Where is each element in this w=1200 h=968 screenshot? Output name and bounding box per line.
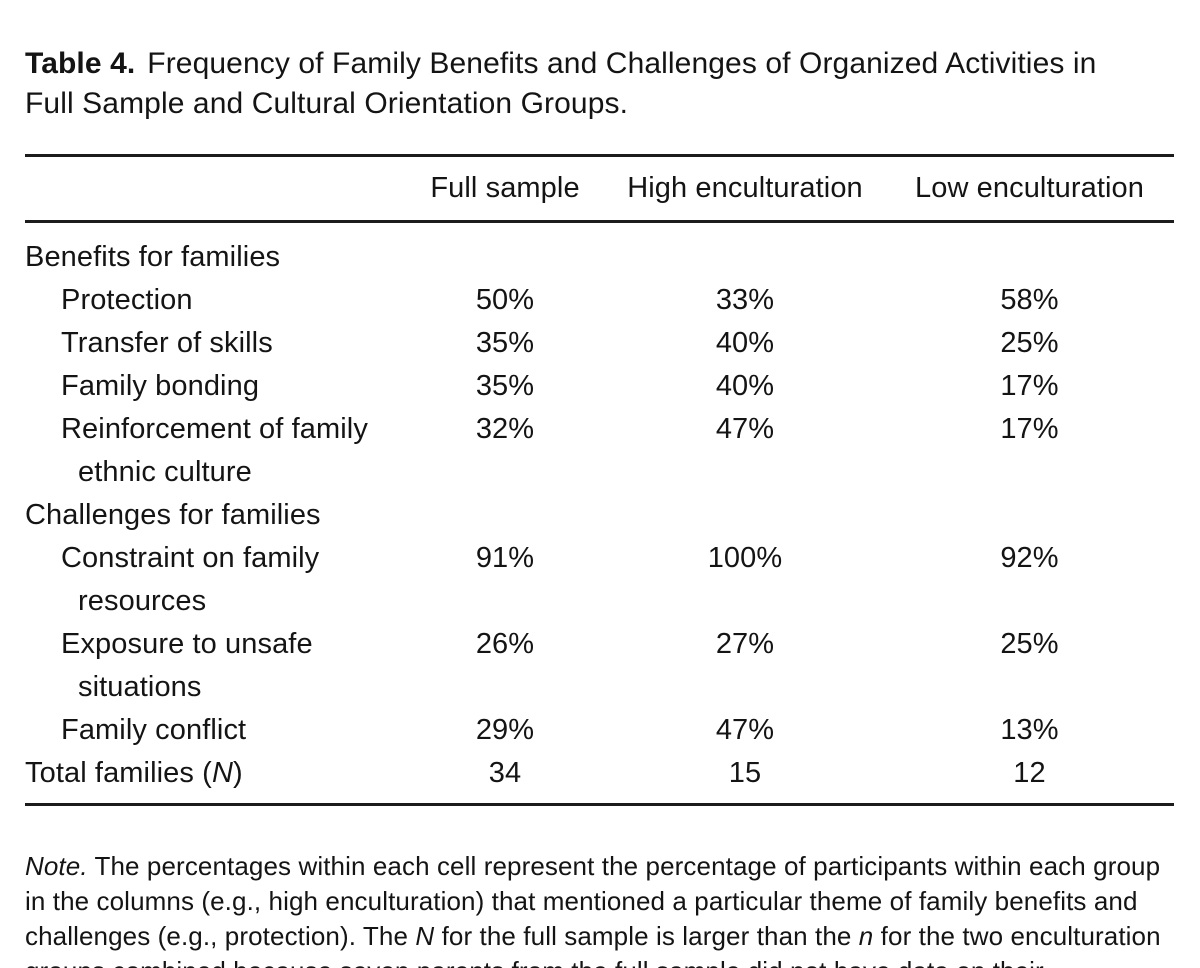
cell-value: 15 [728, 757, 762, 789]
row-label: Total families (N) [25, 752, 405, 795]
table-top-rule [25, 154, 1174, 157]
note-segment: The percentages within each cell represe… [25, 851, 1161, 951]
note-lead: Note. [25, 851, 88, 881]
cell-value: 32% [475, 413, 535, 445]
row-label: Benefits for families [25, 241, 281, 273]
table-header-rule [25, 220, 1174, 223]
total-label-n: N [211, 757, 233, 789]
cell-value: 58% [1000, 284, 1059, 316]
cell-value: 50% [475, 284, 535, 316]
cell-value: 47% [715, 413, 775, 445]
note-segment: for the full sample is larger than the [434, 921, 859, 951]
table-note: Note. The percentages within each cell r… [25, 832, 1173, 968]
column-header-full-sample: Full sample [430, 172, 580, 204]
column-header-low-enculturation: Low enculturation [914, 172, 1144, 204]
table-row-protection: Protection 50% 33% 58% [25, 279, 1174, 322]
cell-value: 34 [488, 757, 522, 789]
cell-value: 26% [475, 628, 535, 660]
cell-value: 13% [1000, 714, 1059, 746]
cell-value: 33% [715, 284, 775, 316]
cell-value: 17% [1000, 370, 1059, 402]
total-label-prefix: Total families ( [25, 757, 212, 789]
total-label-suffix: ) [232, 757, 243, 789]
table-header: Full sample High enculturation Low encul… [25, 157, 1174, 220]
table-caption: Table 4. Frequency of Family Benefits and… [25, 44, 1174, 124]
table-number: Table 4. [25, 47, 136, 80]
table-body: Benefits for families Protection 50% 33%… [25, 223, 1174, 803]
cell-value: 40% [715, 327, 775, 359]
cell-value: 35% [475, 370, 535, 402]
table-caption-text: Frequency of Family Benefits and Challen… [25, 47, 1097, 120]
column-header-high-enculturation: High enculturation [627, 172, 863, 204]
note-n-lowercase: n [858, 921, 874, 951]
row-label: Constraint on family resources [61, 542, 320, 617]
row-label: Protection [61, 284, 193, 316]
cell-value: 35% [475, 327, 535, 359]
table-row-benefits-section: Benefits for families [25, 236, 1174, 279]
table-row-challenges-section: Challenges for families [25, 494, 1174, 537]
cell-value: 12 [1013, 757, 1046, 789]
row-label: Family conflict [61, 714, 247, 746]
cell-value: 40% [715, 370, 775, 402]
table-row-family-conflict: Family conflict 29% 47% 13% [25, 709, 1174, 752]
table-row-reinforcement-ethnic-culture: Reinforcement of family ethnic culture 3… [25, 408, 1174, 494]
table-row-transfer-of-skills: Transfer of skills 35% 40% 25% [25, 322, 1174, 365]
cell-value: 92% [1000, 542, 1059, 574]
cell-value: 29% [475, 714, 535, 746]
row-label: Challenges for families [25, 499, 321, 531]
row-label: Family bonding [61, 370, 260, 402]
cell-value: 47% [715, 714, 775, 746]
table-row-family-bonding: Family bonding 35% 40% 17% [25, 365, 1174, 408]
note-n-capital: N [415, 921, 435, 951]
table-row-exposure-unsafe: Exposure to unsafe situations 26% 27% 25… [25, 623, 1174, 709]
cell-value: 100% [707, 542, 783, 574]
cell-value: 17% [1000, 413, 1059, 445]
row-label: Exposure to unsafe situations [61, 628, 313, 703]
cell-value: 25% [1000, 628, 1059, 660]
table-bottom-rule [25, 803, 1174, 806]
row-label: Reinforcement of family ethnic culture [61, 413, 368, 488]
table-row-constraint-resources: Constraint on family resources 91% 100% … [25, 537, 1174, 623]
row-label: Transfer of skills [61, 327, 273, 359]
cell-value: 25% [1000, 327, 1059, 359]
note-segment: for the two enculturation groups combine… [25, 921, 1161, 968]
cell-value: 91% [475, 542, 535, 574]
table-row-total-families: Total families (N) 34 15 12 [25, 752, 1174, 795]
cell-value: 27% [715, 628, 775, 660]
